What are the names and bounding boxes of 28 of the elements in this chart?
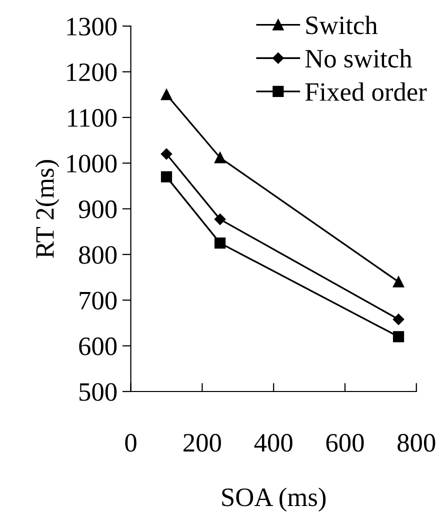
point [214,152,226,164]
x-tick-label: 400 [254,434,292,452]
point [392,331,404,342]
y-tick-label: 500 [80,383,117,401]
x-tick-label: 600 [326,434,364,452]
x-tick-label: 800 [398,434,436,452]
y-tick-label: 1300 [67,18,117,36]
y-tick-label: 700 [80,292,117,310]
point [160,89,172,100]
point [214,214,226,225]
y-axis-title: RT 2(ms) [35,160,60,258]
y-tick-label: 1200 [67,63,117,82]
point [392,276,404,288]
y-tick-label: 1000 [67,154,117,173]
point [160,148,172,160]
y-tick-label: 900 [78,200,117,218]
y-tick-label: 800 [79,246,117,264]
x-tick-label: 0 [125,434,136,452]
x-axis-title: SOA (ms) [222,488,326,512]
y-tick-label: 600 [79,337,117,356]
legend-label: No switch [305,49,412,68]
point [160,171,172,182]
legend-label: Fixed order [305,82,427,101]
point [392,314,404,325]
x-tick-label: 200 [184,434,221,452]
legend-label: Switch [306,16,378,34]
point [214,238,226,249]
y-tick-label: 1100 [68,109,117,127]
